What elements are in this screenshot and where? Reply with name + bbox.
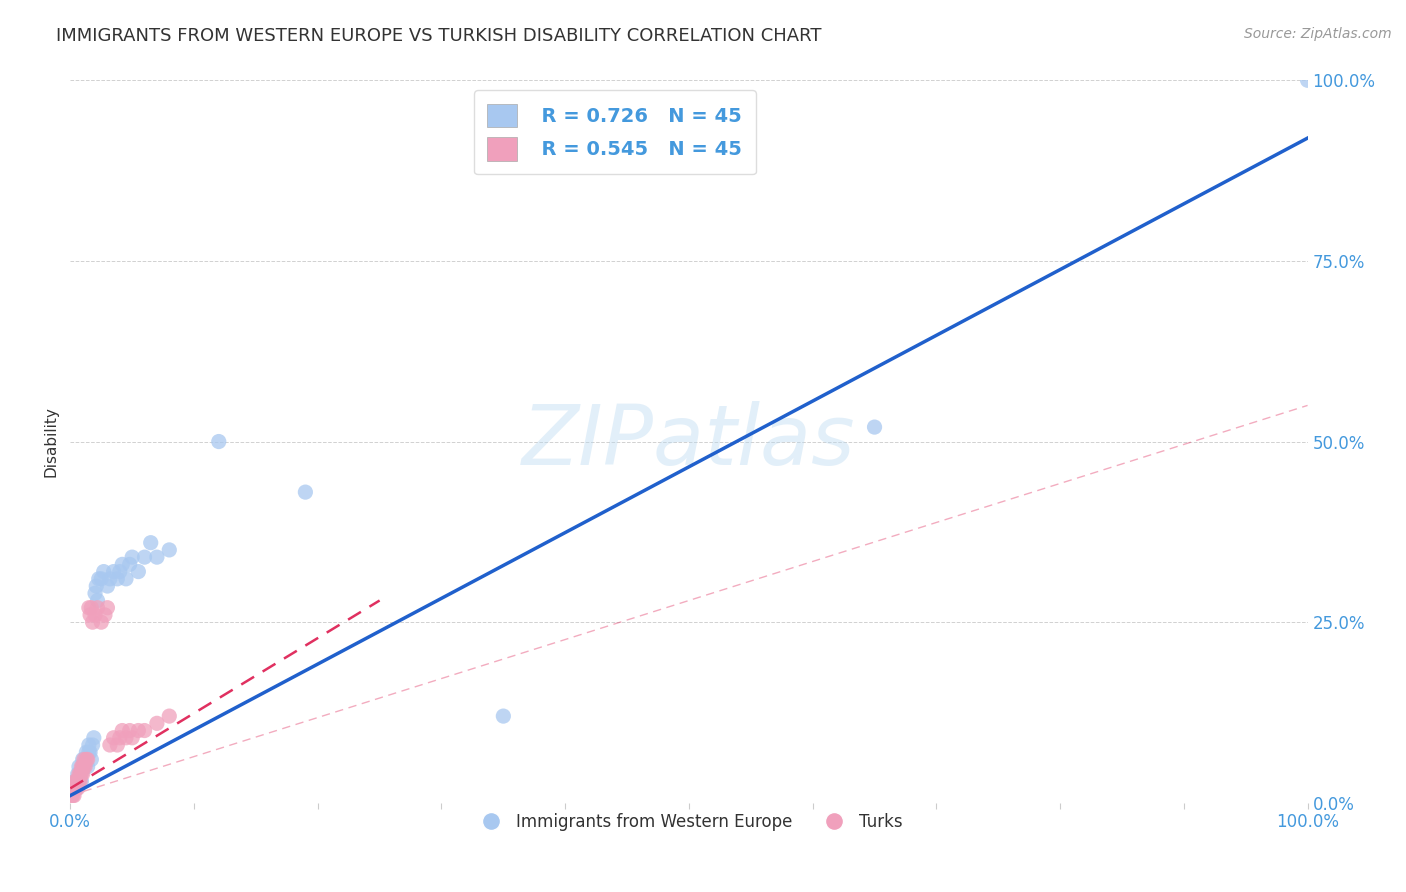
Point	[208, 434, 231, 449]
Point	[98, 738, 121, 752]
Point	[62, 781, 84, 796]
Point	[157, 542, 180, 557]
Point	[77, 738, 100, 752]
Point	[84, 579, 107, 593]
Point	[76, 760, 98, 774]
Point	[79, 745, 101, 759]
Point	[67, 767, 90, 781]
Point	[294, 485, 316, 500]
Point	[83, 731, 105, 745]
Point	[118, 558, 141, 572]
Text: IMMIGRANTS FROM WESTERN EUROPE VS TURKISH DISABILITY CORRELATION CHART: IMMIGRANTS FROM WESTERN EUROPE VS TURKIS…	[56, 27, 821, 45]
Legend: Immigrants from Western Europe, Turks: Immigrants from Western Europe, Turks	[468, 806, 910, 838]
Point	[73, 760, 96, 774]
Point	[146, 716, 169, 731]
Point	[108, 565, 131, 579]
Point	[76, 752, 98, 766]
Point	[134, 723, 156, 738]
Point	[96, 579, 118, 593]
Point	[103, 565, 125, 579]
Point	[93, 565, 115, 579]
Point	[77, 600, 100, 615]
Point	[70, 767, 93, 781]
Point	[60, 789, 83, 803]
Point	[69, 767, 91, 781]
Point	[72, 752, 94, 766]
Point	[67, 760, 90, 774]
Point	[134, 550, 156, 565]
Point	[98, 572, 121, 586]
Point	[82, 615, 104, 630]
Point	[77, 745, 100, 759]
Point	[65, 781, 87, 796]
Point	[139, 535, 162, 549]
Point	[63, 789, 86, 803]
Point	[105, 738, 128, 752]
Point	[63, 781, 86, 796]
Point	[157, 709, 180, 723]
Point	[84, 607, 107, 622]
Point	[66, 767, 89, 781]
Point	[75, 760, 97, 774]
Point	[79, 607, 101, 622]
Point	[70, 774, 93, 789]
Point	[90, 615, 112, 630]
Point	[121, 731, 143, 745]
Point	[72, 760, 94, 774]
Point	[66, 781, 89, 796]
Point	[86, 593, 108, 607]
Point	[87, 572, 110, 586]
Y-axis label: Disability: Disability	[44, 406, 59, 477]
Point	[127, 565, 149, 579]
Point	[66, 774, 89, 789]
Point	[90, 572, 112, 586]
Point	[111, 558, 134, 572]
Point	[118, 723, 141, 738]
Point	[80, 752, 103, 766]
Point	[70, 760, 93, 774]
Point	[80, 600, 103, 615]
Point	[63, 781, 86, 796]
Point	[492, 709, 515, 723]
Point	[86, 600, 108, 615]
Point	[69, 774, 91, 789]
Point	[146, 550, 169, 565]
Point	[65, 774, 87, 789]
Point	[65, 774, 87, 789]
Point	[75, 745, 97, 759]
Point	[67, 774, 90, 789]
Point	[65, 781, 87, 796]
Point	[111, 723, 134, 738]
Point	[67, 774, 90, 789]
Point	[105, 572, 128, 586]
Point	[62, 789, 84, 803]
Point	[96, 600, 118, 615]
Point	[108, 731, 131, 745]
Point	[65, 781, 87, 796]
Point	[75, 752, 97, 766]
Point	[65, 774, 87, 789]
Point	[1296, 73, 1319, 87]
Point	[82, 738, 104, 752]
Point	[121, 550, 143, 565]
Point	[127, 723, 149, 738]
Text: Source: ZipAtlas.com: Source: ZipAtlas.com	[1244, 27, 1392, 41]
Point	[69, 767, 91, 781]
Point	[73, 760, 96, 774]
Point	[863, 420, 886, 434]
Point	[94, 607, 117, 622]
Text: ZIPatlas: ZIPatlas	[522, 401, 856, 482]
Point	[75, 752, 97, 766]
Point	[103, 731, 125, 745]
Point	[115, 731, 138, 745]
Point	[73, 752, 96, 766]
Point	[115, 572, 138, 586]
Point	[84, 586, 107, 600]
Point	[72, 760, 94, 774]
Point	[72, 767, 94, 781]
